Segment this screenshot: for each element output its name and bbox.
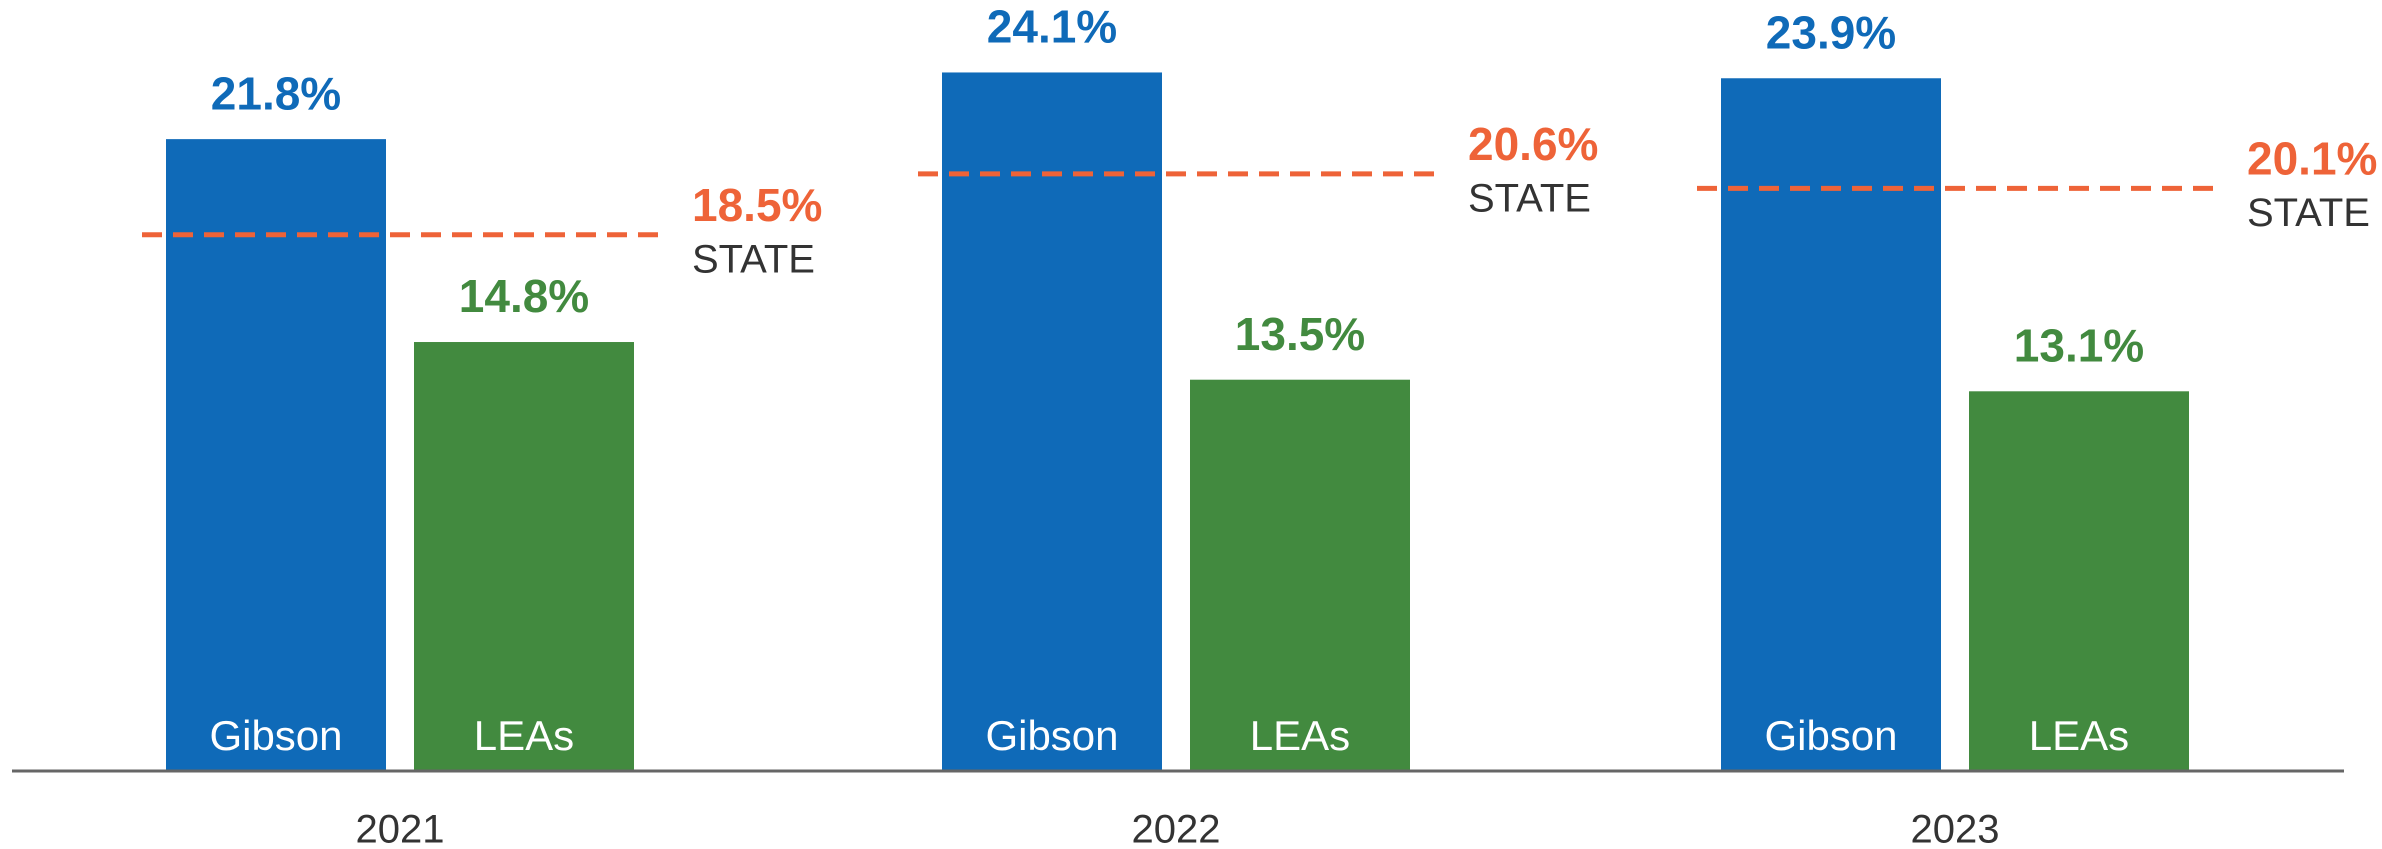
bar: [414, 342, 634, 771]
value-label: 21.8%: [211, 67, 341, 119]
bar: [1721, 78, 1941, 771]
bar: [166, 139, 386, 772]
x-tick-label: 2022: [1132, 808, 1221, 849]
reference-value-label: 20.1%: [2247, 133, 2377, 185]
value-label: 13.1%: [2014, 319, 2144, 371]
bar: [1190, 379, 1410, 771]
series-label: LEAs: [2029, 712, 2129, 759]
reference-value-label: 20.6%: [1468, 118, 1598, 170]
reference-value-label: 18.5%: [692, 179, 822, 231]
value-label: 14.8%: [459, 270, 589, 322]
bar: [942, 72, 1162, 771]
series-label: Gibson: [985, 712, 1118, 759]
x-tick-label: 2023: [1911, 808, 2000, 849]
series-label: LEAs: [1250, 712, 1350, 759]
bar: [1969, 391, 2189, 771]
reference-label: STATE: [1468, 176, 1591, 220]
series-label: Gibson: [209, 712, 342, 759]
series-label: LEAs: [474, 712, 574, 759]
value-label: 24.1%: [987, 1, 1117, 53]
reference-label: STATE: [692, 237, 815, 281]
reference-label: STATE: [2247, 191, 2370, 235]
value-label: 13.5%: [1235, 308, 1365, 360]
value-label: 23.9%: [1766, 6, 1896, 58]
series-label: Gibson: [1764, 712, 1897, 759]
x-tick-label: 2021: [356, 808, 445, 849]
